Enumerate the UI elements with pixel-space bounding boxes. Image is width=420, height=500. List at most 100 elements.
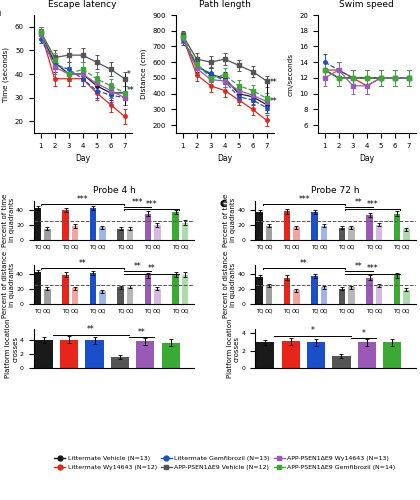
Text: **: **	[138, 328, 145, 337]
Y-axis label: Distance (cm): Distance (cm)	[140, 49, 147, 100]
Text: **: **	[134, 262, 142, 271]
Bar	[162, 342, 180, 368]
Bar	[293, 290, 299, 304]
Bar	[35, 340, 53, 368]
Bar	[136, 341, 154, 368]
X-axis label: Day: Day	[75, 154, 90, 164]
Text: **: **	[355, 198, 363, 206]
Text: *: *	[310, 326, 315, 336]
Text: **: **	[300, 259, 308, 268]
Bar	[72, 226, 78, 239]
Bar	[60, 340, 78, 368]
Bar	[172, 212, 179, 240]
Bar	[99, 291, 105, 304]
Y-axis label: Percent of distance
in quadrants: Percent of distance in quadrants	[223, 251, 236, 318]
Bar	[312, 276, 318, 304]
Bar	[366, 278, 373, 304]
Text: **: **	[127, 86, 134, 95]
Title: Probe 4 h: Probe 4 h	[92, 186, 135, 194]
Bar	[35, 208, 41, 240]
Bar	[99, 227, 105, 239]
Bar	[72, 288, 78, 304]
Text: **: **	[270, 78, 277, 87]
Bar	[44, 228, 50, 239]
Legend: Littermate Vehicle (N=13), Littermate Wy14643 (N=12), Littermate Gemfibrozil (N=: Littermate Vehicle (N=13), Littermate Wy…	[51, 454, 398, 472]
Bar	[307, 342, 325, 368]
Y-axis label: Platform location
crosses: Platform location crosses	[227, 319, 240, 378]
Y-axis label: Platform location
crosses: Platform location crosses	[5, 319, 18, 378]
Bar	[394, 214, 400, 240]
Y-axis label: Time (seconds): Time (seconds)	[3, 46, 9, 102]
Bar	[257, 212, 263, 240]
Bar	[62, 274, 69, 304]
Bar	[403, 230, 410, 239]
Bar	[339, 289, 345, 304]
Bar	[348, 288, 354, 304]
Title: Swim speed: Swim speed	[339, 0, 394, 8]
Text: *: *	[361, 328, 365, 338]
Title: Path length: Path length	[199, 0, 251, 8]
Bar	[394, 276, 400, 304]
Bar	[145, 276, 151, 304]
Text: **: **	[87, 326, 95, 334]
Bar	[339, 228, 345, 239]
Text: **: **	[147, 264, 155, 274]
Text: *: *	[127, 70, 131, 78]
Bar	[348, 227, 354, 239]
Y-axis label: Percent of time
in quadrants: Percent of time in quadrants	[223, 194, 236, 247]
Bar	[284, 278, 290, 304]
Text: **: **	[79, 259, 87, 268]
Title: Escape latency: Escape latency	[48, 0, 117, 8]
Bar	[154, 289, 160, 304]
Bar	[383, 342, 401, 368]
Bar	[256, 342, 274, 368]
Text: ***: ***	[77, 195, 88, 204]
Y-axis label: Percent of distance
in quadrants: Percent of distance in quadrants	[2, 251, 15, 318]
Text: ***: ***	[298, 195, 310, 204]
Bar	[312, 212, 318, 240]
Bar	[127, 228, 133, 239]
Bar	[111, 356, 129, 368]
Bar	[376, 225, 382, 240]
Bar	[117, 228, 124, 239]
Bar	[282, 342, 300, 368]
Text: **: **	[270, 97, 277, 106]
Bar	[257, 277, 263, 304]
Bar	[266, 226, 272, 239]
Bar	[145, 214, 151, 240]
Bar	[62, 210, 69, 240]
Text: ***: ***	[145, 200, 157, 209]
Bar	[85, 340, 104, 368]
Text: c: c	[220, 197, 227, 210]
Bar	[90, 273, 96, 304]
Text: **: **	[355, 262, 363, 271]
Bar	[266, 286, 272, 304]
Text: a: a	[0, 6, 1, 18]
X-axis label: Day: Day	[217, 154, 232, 164]
Bar	[321, 226, 327, 239]
Text: ***: ***	[367, 200, 379, 209]
Bar	[284, 212, 290, 240]
Y-axis label: Percent of time
in quadrants: Percent of time in quadrants	[2, 194, 15, 247]
Bar	[358, 342, 376, 368]
Bar	[90, 208, 96, 240]
Bar	[44, 289, 50, 304]
Bar	[154, 225, 160, 240]
Bar	[182, 274, 188, 304]
Bar	[366, 215, 373, 240]
Bar	[321, 288, 327, 304]
Y-axis label: cm/seconds: cm/seconds	[288, 52, 294, 96]
Bar	[293, 227, 299, 239]
Bar	[403, 290, 410, 304]
Bar	[35, 272, 41, 304]
Bar	[127, 286, 133, 304]
Text: ***: ***	[367, 264, 379, 274]
Bar	[117, 288, 124, 304]
Bar	[172, 274, 179, 304]
Bar	[376, 285, 382, 304]
X-axis label: Day: Day	[359, 154, 374, 164]
Text: ***: ***	[131, 198, 143, 206]
Bar	[182, 222, 188, 240]
Bar	[332, 356, 351, 368]
Title: Probe 72 h: Probe 72 h	[311, 186, 360, 194]
